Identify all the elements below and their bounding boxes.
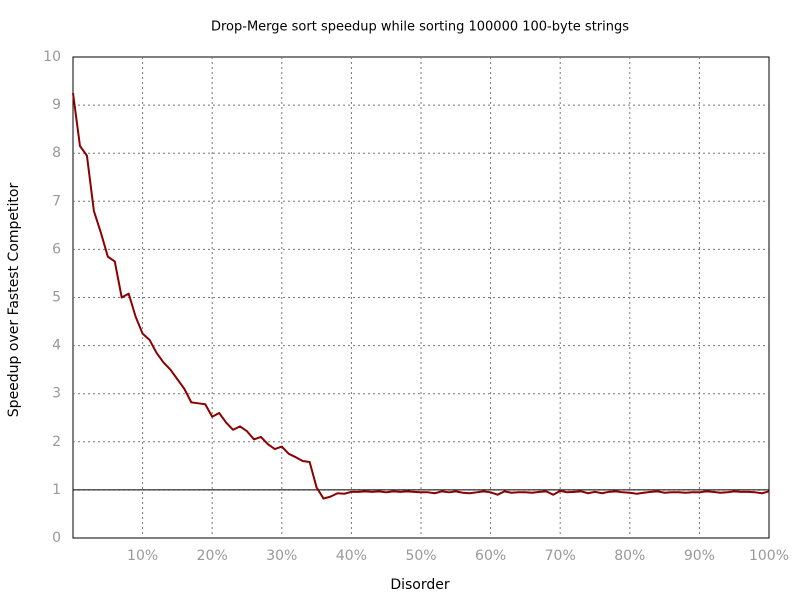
y-tick-label: 3 — [52, 386, 61, 402]
y-tick-label: 2 — [52, 434, 61, 450]
y-tick-label: 10 — [43, 49, 61, 65]
x-tick-label: 60% — [475, 548, 506, 564]
y-tick-label: 4 — [52, 338, 61, 354]
y-tick-label: 1 — [52, 482, 61, 498]
chart-title: Drop-Merge sort speedup while sorting 10… — [211, 20, 629, 35]
y-axis-label: Speedup over Fastest Competitor — [6, 183, 22, 418]
x-tick-label: 90% — [684, 548, 715, 564]
y-tick-label: 6 — [52, 241, 61, 257]
x-tick-label: 80% — [614, 548, 645, 564]
x-tick-label: 20% — [197, 548, 228, 564]
y-tick-label: 7 — [52, 193, 61, 209]
data-line — [72, 92, 770, 500]
x-tick-label: 30% — [266, 548, 297, 564]
x-tick-label: 50% — [405, 548, 436, 564]
x-axis-label: Disorder — [390, 577, 450, 593]
y-tick-label: 8 — [52, 145, 61, 161]
y-tick-label: 9 — [52, 97, 61, 113]
x-tick-label: 10% — [127, 548, 158, 564]
x-tick-label: 40% — [336, 548, 367, 564]
y-tick-label: 0 — [52, 530, 61, 546]
y-tick-label: 5 — [52, 290, 61, 306]
x-tick-label: 70% — [545, 548, 576, 564]
x-tick-label: 100% — [749, 548, 789, 564]
